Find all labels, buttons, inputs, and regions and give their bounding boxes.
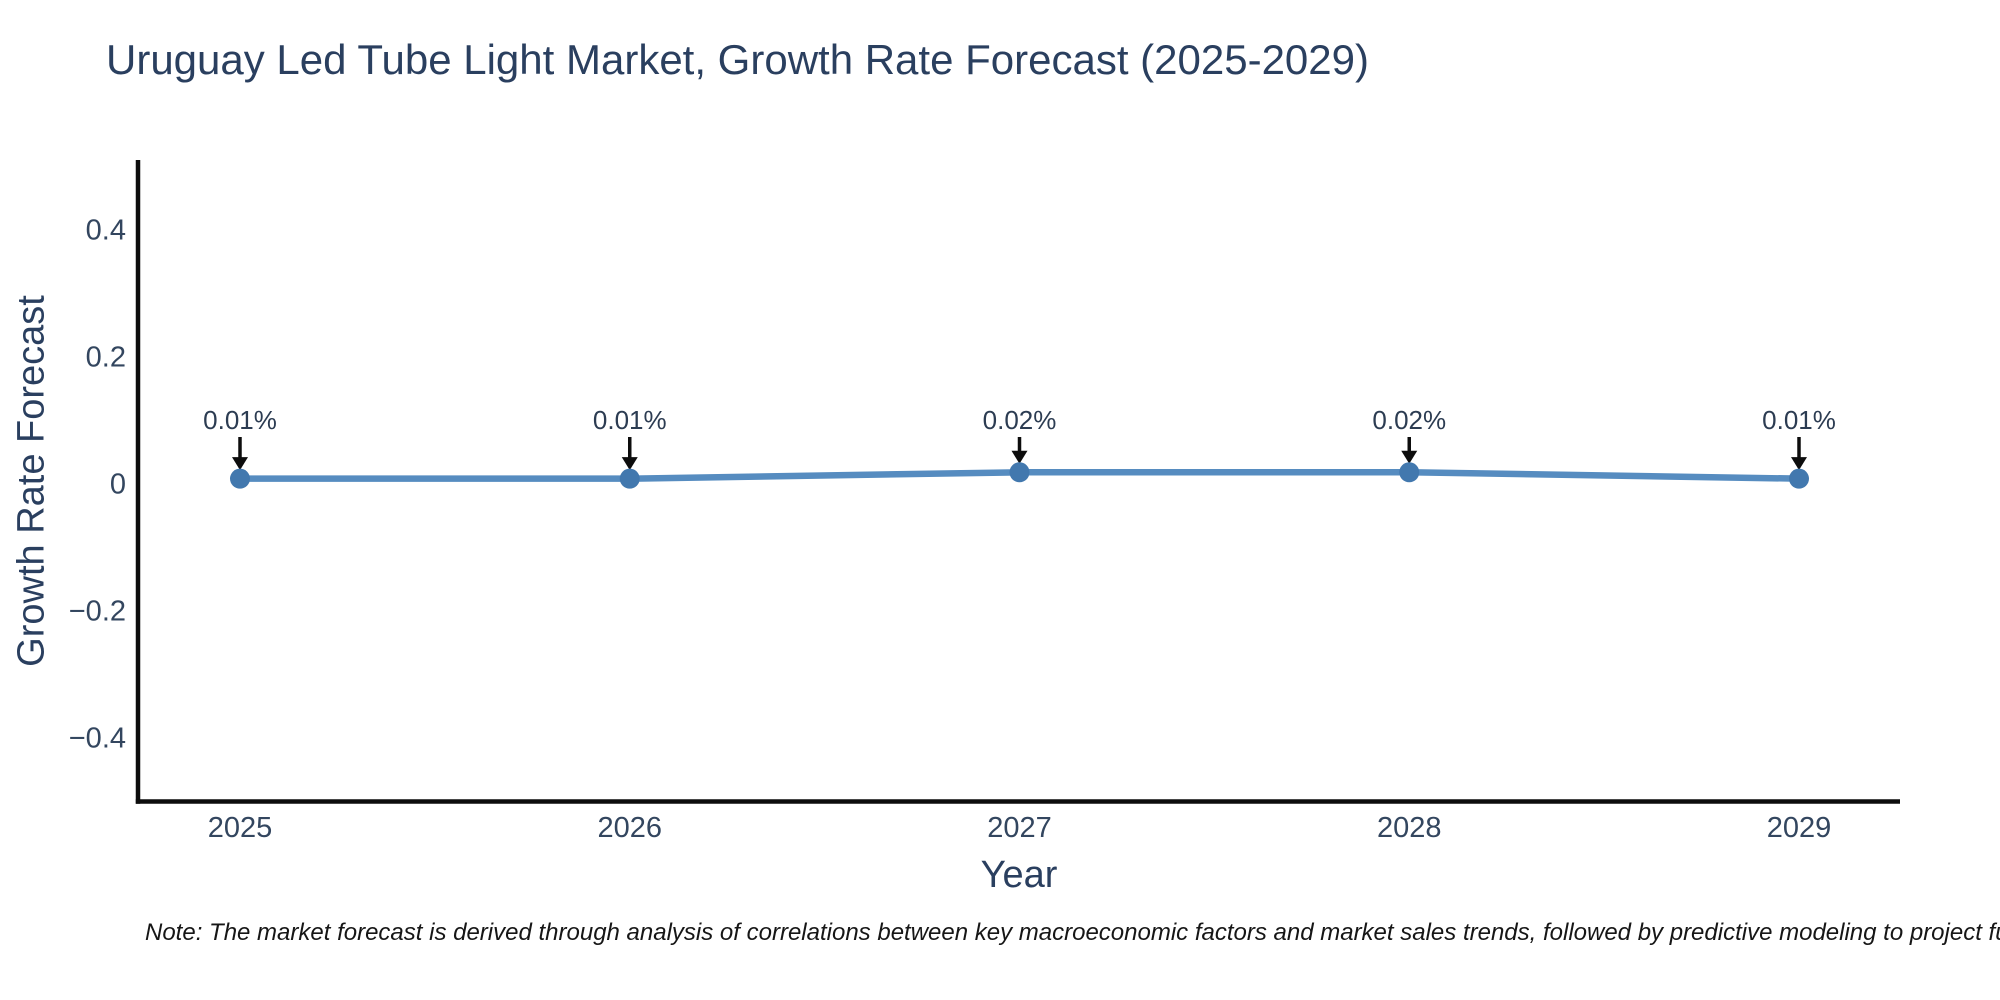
point-annotation: 0.01%: [592, 405, 667, 435]
x-tick-label: 2027: [987, 812, 1052, 844]
annotation-arrow-head: [1791, 457, 1807, 471]
footnote: Note: The market forecast is derived thr…: [145, 919, 2000, 946]
y-axis-tick-labels: 0.4 0.2 0 −0.2 −0.4: [0, 0, 128, 1000]
point-annotation: 0.02%: [982, 405, 1057, 435]
y-tick-label: 0.4: [85, 214, 126, 247]
point-annotation: 0.02%: [1372, 405, 1447, 435]
point-annotation: 0.01%: [203, 405, 277, 435]
y-tick-label: 0.2: [85, 341, 126, 374]
y-tick-label: −0.4: [68, 722, 126, 755]
data-point[interactable]: [1009, 462, 1030, 483]
x-axis-title: Year: [980, 854, 1058, 896]
x-tick-label: 2025: [207, 812, 273, 844]
y-tick-label: 0: [109, 468, 126, 501]
x-tick-label: 2028: [1376, 812, 1442, 844]
data-point[interactable]: [1399, 462, 1420, 483]
data-point[interactable]: [1789, 468, 1809, 489]
annotation-arrow-head: [1401, 450, 1418, 464]
point-annotation: 0.01%: [1762, 405, 1836, 435]
annotation-arrow-head: [232, 457, 248, 471]
chart-title: Uruguay Led Tube Light Market, Growth Ra…: [106, 36, 1369, 83]
x-tick-label: 2029: [1766, 812, 1832, 844]
data-point[interactable]: [230, 468, 250, 489]
y-tick-label: −0.2: [68, 595, 126, 628]
annotation-arrow-head: [1011, 450, 1028, 464]
x-tick-label: 2026: [597, 812, 663, 844]
annotation-arrow-head: [621, 457, 638, 471]
data-point[interactable]: [619, 468, 640, 489]
